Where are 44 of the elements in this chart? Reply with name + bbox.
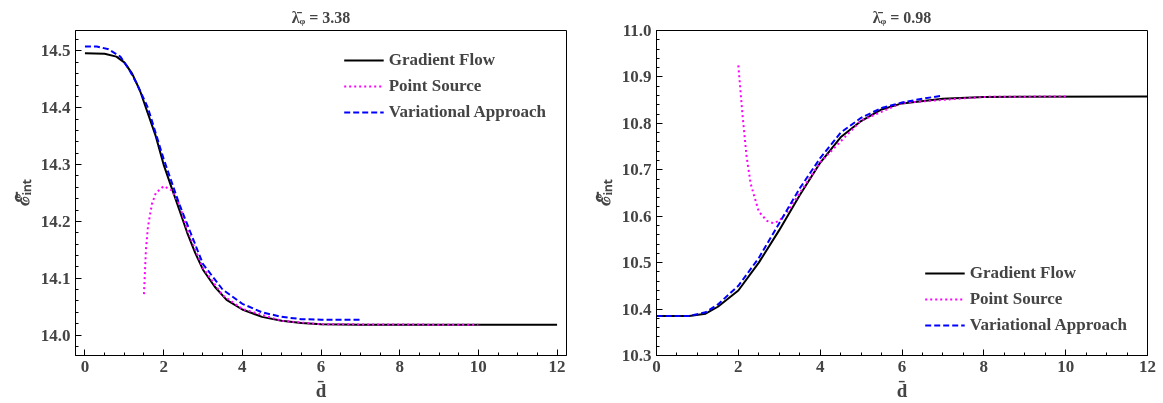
x-tick-label: 6 bbox=[897, 356, 907, 376]
x-tick-label: 4 bbox=[238, 356, 248, 376]
chart-title: λ̄ᵩ = 0.98 bbox=[872, 8, 932, 26]
y-tick-label: 10.3 bbox=[621, 346, 652, 365]
x-tick-label: 2 bbox=[734, 356, 743, 376]
x-tick-label: 2 bbox=[159, 356, 168, 376]
x-tick-label: 6 bbox=[316, 356, 326, 376]
line-series bbox=[142, 185, 480, 326]
y-tick-label: 14.3 bbox=[40, 155, 71, 175]
legend-label: Variational Approach bbox=[969, 315, 1127, 335]
x-tick-label: 4 bbox=[815, 356, 825, 376]
y-tick-label: 14.1 bbox=[40, 268, 71, 288]
x-tick-label: 0 bbox=[652, 356, 661, 376]
y-tick-label: 10.8 bbox=[621, 113, 652, 133]
y-tick-label: 14.5 bbox=[40, 41, 71, 61]
y-tick-label: 14.0 bbox=[40, 325, 71, 345]
x-tick-label: 0 bbox=[80, 356, 90, 376]
y-tick-label: 11.0 bbox=[622, 21, 652, 40]
y-tick-label: 14.2 bbox=[40, 211, 71, 231]
y-tick-label: 10.5 bbox=[621, 253, 652, 273]
y-tick-label: 10.6 bbox=[621, 206, 652, 226]
y-axis-title: ℰ̄ᵢₙₜ bbox=[592, 178, 614, 207]
legend-label: Point Source bbox=[969, 289, 1063, 309]
chart-title: λ̄ᵩ = 3.38 bbox=[291, 8, 351, 26]
y-tick-label: 14.4 bbox=[40, 98, 71, 118]
x-tick-label: 12 bbox=[1139, 356, 1156, 376]
x-tick-label: 8 bbox=[395, 356, 404, 376]
line-series bbox=[83, 45, 362, 321]
legend-label: Gradient Flow bbox=[388, 50, 495, 70]
y-tick-label: 10.9 bbox=[621, 67, 652, 87]
line-series bbox=[737, 64, 1067, 225]
legend-label: Point Source bbox=[388, 76, 482, 96]
y-axis-title: ℰ̄ᵢₙₜ bbox=[11, 178, 33, 207]
y-tick-label: 10.7 bbox=[621, 160, 652, 180]
line-series bbox=[83, 52, 559, 326]
legend-label: Gradient Flow bbox=[969, 263, 1076, 283]
legend-label: Variational Approach bbox=[388, 102, 546, 122]
x-tick-label: 10 bbox=[469, 356, 487, 376]
x-axis-title: d̄ bbox=[315, 379, 327, 401]
y-tick-label: 10.4 bbox=[621, 299, 652, 319]
x-tick-label: 10 bbox=[1057, 356, 1075, 376]
x-axis-title: d̄ bbox=[896, 379, 908, 401]
x-tick-label: 8 bbox=[979, 356, 989, 376]
x-tick-label: 12 bbox=[548, 356, 566, 376]
